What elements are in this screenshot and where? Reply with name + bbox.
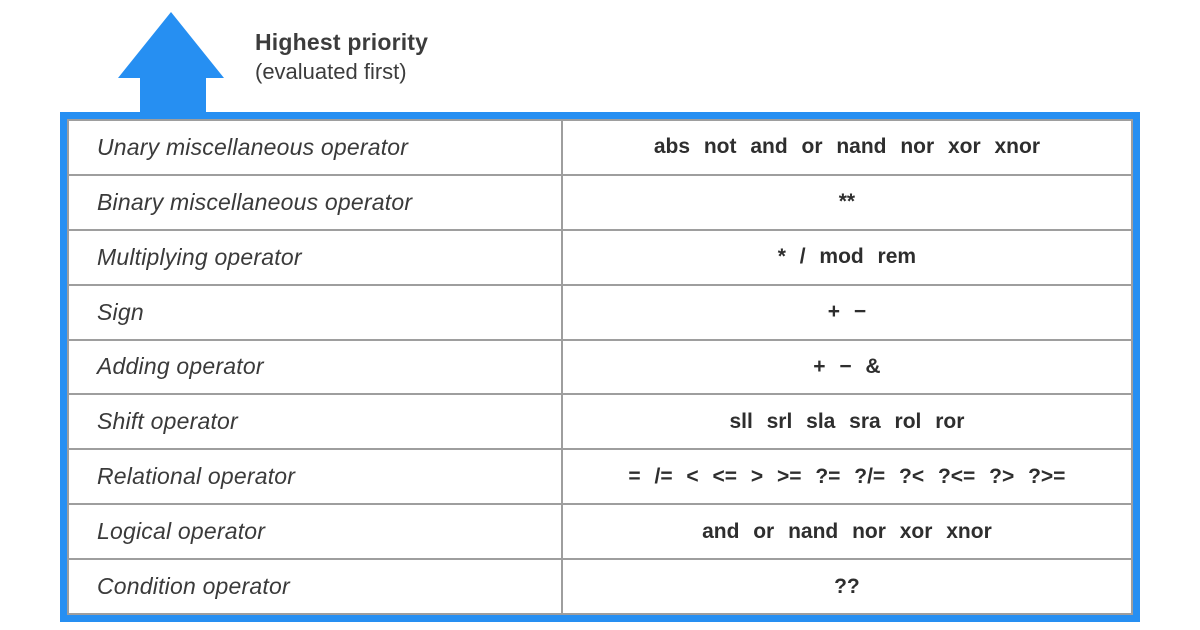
table-row: Multiplying operator * / mod rem [67, 228, 1134, 286]
legend-subtitle: (evaluated first) [255, 59, 407, 84]
operators-cell: * / mod rem [560, 228, 1134, 286]
operator-category-cell: Shift operator [67, 393, 563, 451]
legend: Highest priority (evaluated first) [255, 27, 428, 86]
table-row: Sign + − [67, 283, 1134, 341]
operators-cell: ** [560, 173, 1134, 231]
operators-cell: ?? [560, 558, 1134, 615]
operator-category-cell: Multiplying operator [67, 228, 563, 286]
table-row: Condition operator ?? [67, 558, 1134, 615]
table-row: Logical operator and or nand nor xor xno… [67, 503, 1134, 560]
operators-cell: sll srl sla sra rol ror [560, 393, 1134, 451]
highest-priority-arrow [118, 12, 224, 114]
operator-category-cell: Sign [67, 283, 563, 341]
operator-category-cell: Unary miscellaneous operator [67, 119, 563, 176]
table-row: Relational operator = /= < <= > >= ?= ?/… [67, 448, 1134, 506]
operators-cell: and or nand nor xor xnor [560, 503, 1134, 560]
table-row: Unary miscellaneous operator abs not and… [67, 119, 1134, 176]
precedence-table-frame: Unary miscellaneous operator abs not and… [60, 112, 1140, 622]
operator-category-cell: Logical operator [67, 503, 563, 560]
table-row: Adding operator + − & [67, 338, 1134, 396]
table-row: Binary miscellaneous operator ** [67, 173, 1134, 231]
operators-cell: abs not and or nand nor xor xnor [560, 119, 1134, 176]
legend-title: Highest priority [255, 29, 429, 55]
table-row: Shift operator sll srl sla sra rol ror [67, 393, 1134, 451]
operator-category-cell: Relational operator [67, 448, 563, 506]
operator-category-cell: Adding operator [67, 338, 563, 396]
precedence-table: Unary miscellaneous operator abs not and… [67, 119, 1134, 615]
operator-category-cell: Binary miscellaneous operator [67, 173, 563, 231]
operator-category-cell: Condition operator [67, 558, 563, 615]
operators-cell: + − & [560, 338, 1134, 396]
up-arrow-icon [118, 12, 224, 114]
operators-cell: = /= < <= > >= ?= ?/= ?< ?<= ?> ?>= [560, 448, 1134, 506]
operators-cell: + − [560, 283, 1134, 341]
